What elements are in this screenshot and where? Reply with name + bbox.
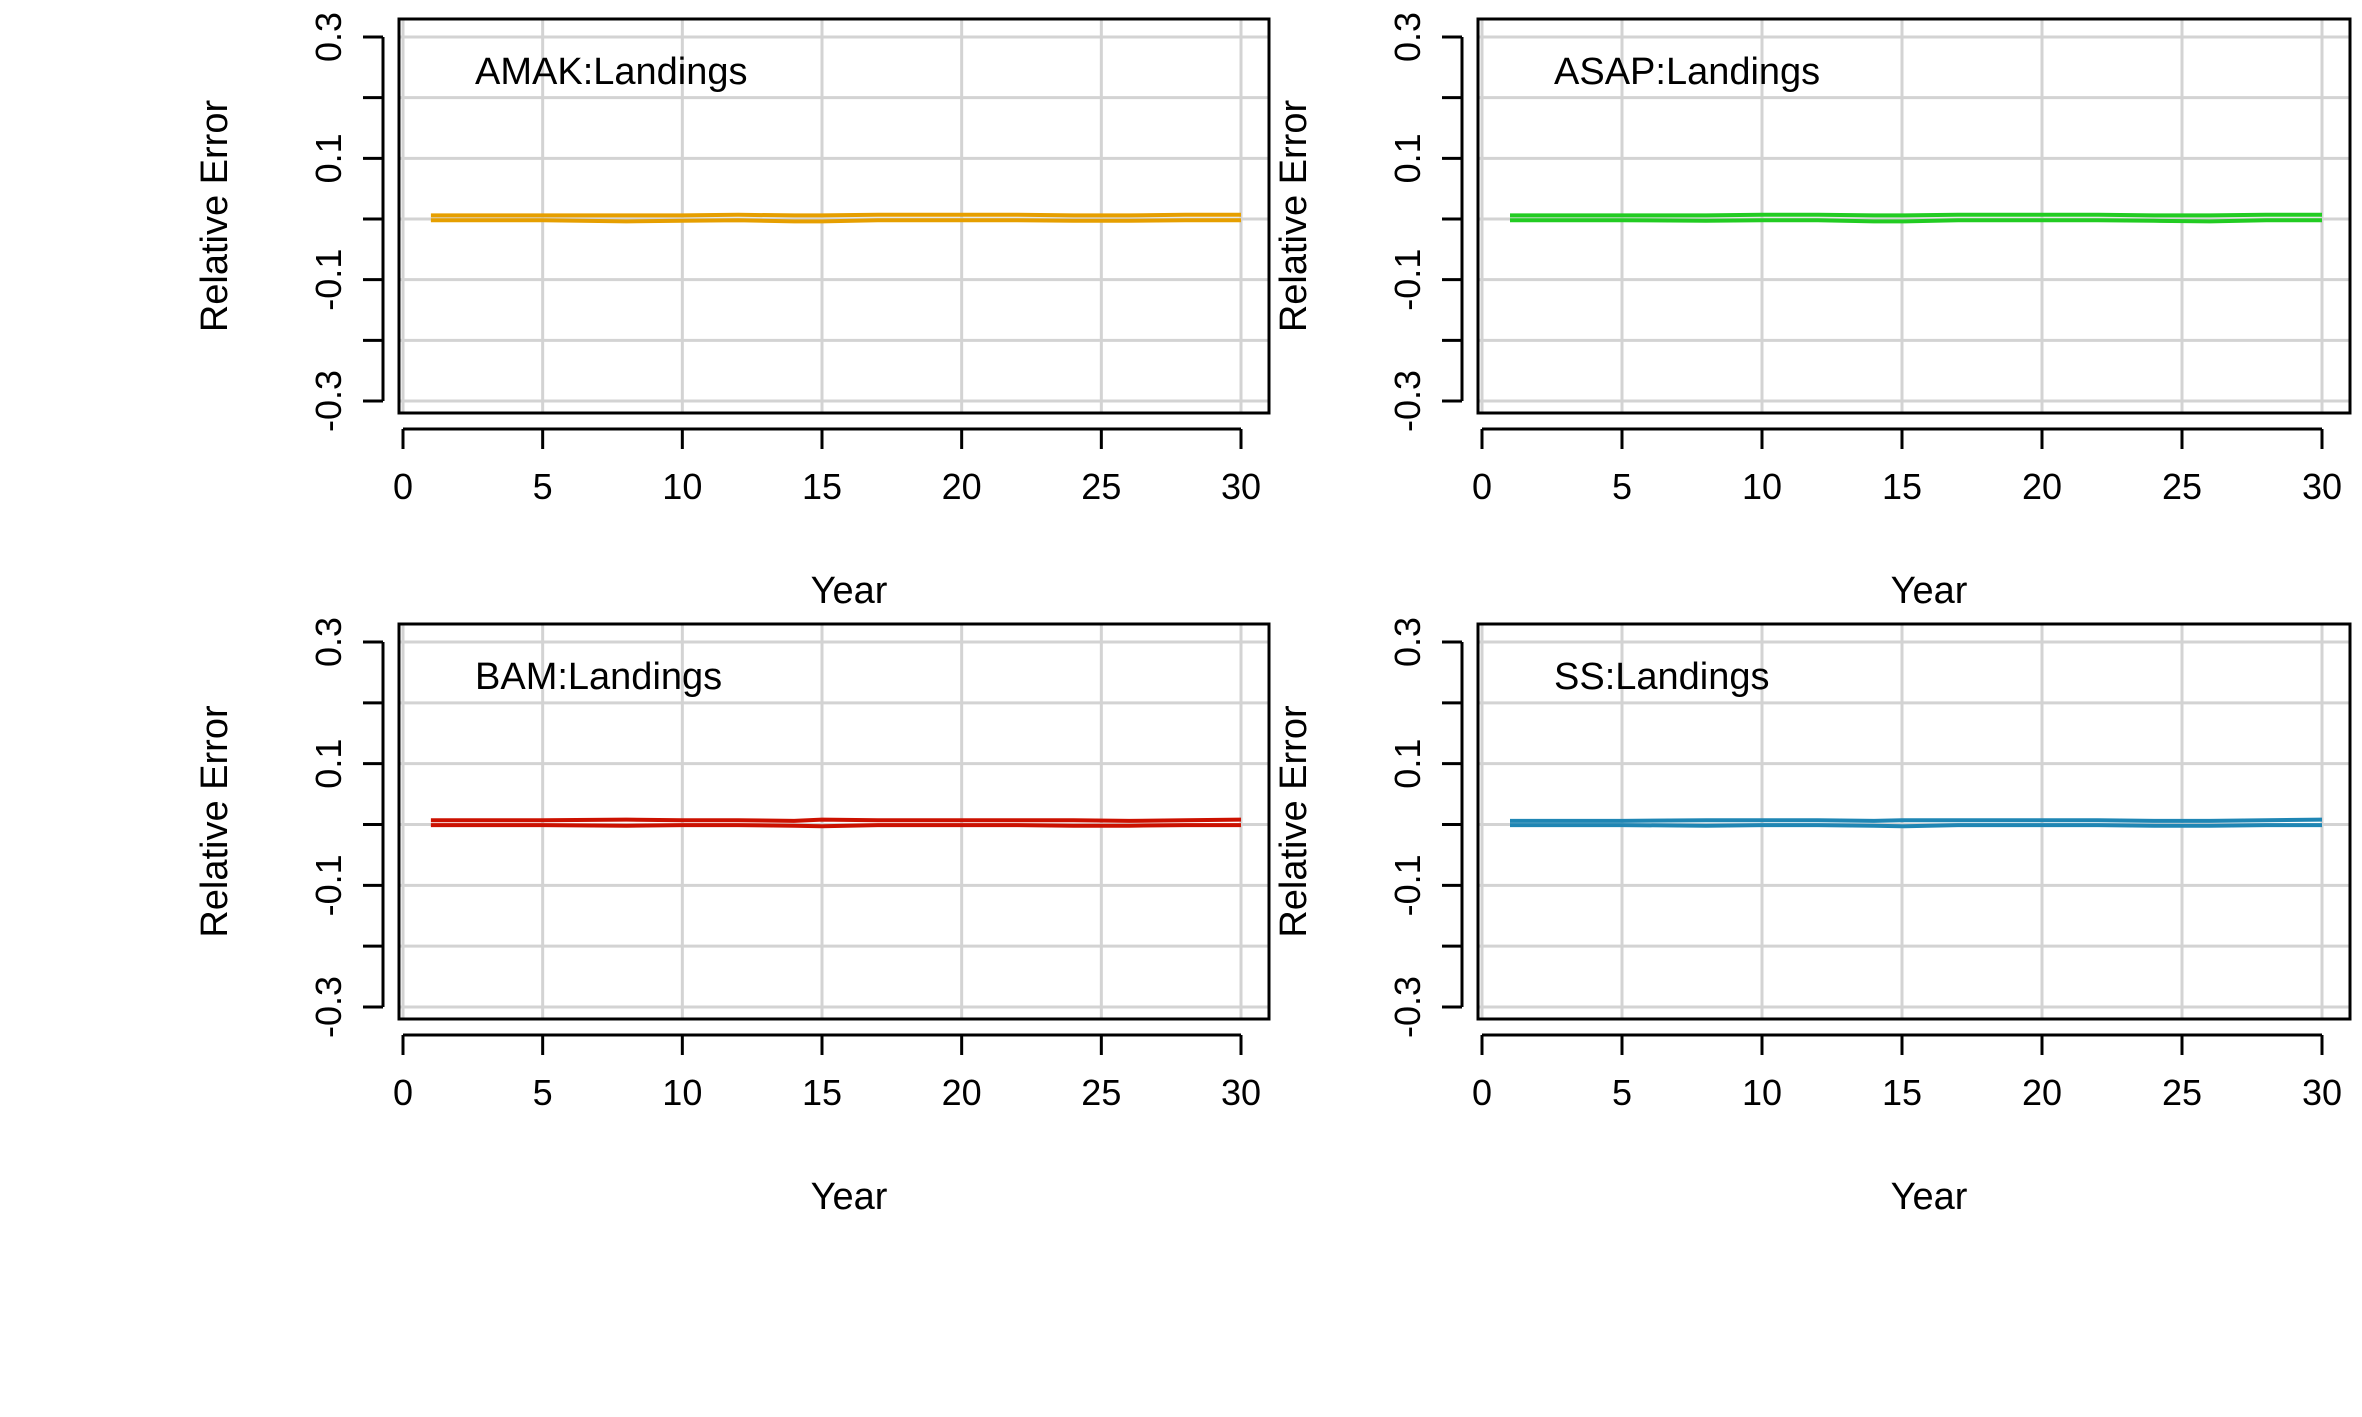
y-axis: -0.3 -0.1 0.1 0.3: [1387, 617, 1464, 1038]
y-axis: -0.3 -0.1 0.1 0.3: [308, 617, 385, 1038]
x-tick-label: 15: [802, 466, 842, 507]
chart-panel-2: 0 5 10 15 20 25 30 Year -0.3 -0.1 0.1 0.3 Relative E…: [194, 617, 1271, 1218]
x-axis-title: Year: [1891, 570, 1968, 612]
x-tick-label: 25: [2162, 1072, 2202, 1113]
panel-title: AMAK:Landings: [475, 51, 748, 93]
plot-frame: [397, 17, 1271, 415]
x-axis: 0 5 10 15 20 25 30: [1472, 1033, 2342, 1113]
x-axis-title: Year: [811, 1176, 888, 1218]
series-line-1: [1510, 823, 2322, 829]
panel-title: SS:Landings: [1554, 656, 1770, 698]
series-line-1: [1510, 218, 2322, 224]
y-tick-label: 0.3: [1387, 12, 1428, 62]
y-tick-label: -0.3: [1387, 370, 1428, 432]
x-tick-label: 0: [393, 466, 413, 507]
y-tick-label: 0.3: [1387, 617, 1428, 667]
y-axis-title: Relative Error: [194, 705, 236, 938]
x-tick-label: 20: [942, 466, 982, 507]
x-axis: 0 5 10 15 20 25 30: [393, 1033, 1261, 1113]
x-tick-label: 25: [1081, 1072, 1121, 1113]
x-tick-label: 30: [2302, 466, 2342, 507]
x-tick-label: 0: [393, 1072, 413, 1113]
y-tick-label: -0.3: [1387, 976, 1428, 1038]
y-tick-label: 0.1: [1387, 133, 1428, 183]
x-tick-label: 0: [1472, 1072, 1492, 1113]
y-tick-label: 0.3: [308, 617, 349, 667]
x-tick-label: 25: [2162, 466, 2202, 507]
y-axis: -0.3 -0.1 0.1 0.3: [1387, 12, 1464, 432]
x-tick-label: 5: [1612, 1072, 1632, 1113]
y-tick-label: -0.3: [308, 976, 349, 1038]
series-line-0: [1510, 817, 2323, 823]
x-tick-label: 5: [1612, 466, 1632, 507]
x-tick-label: 30: [1221, 1072, 1261, 1113]
plot-frame: [1476, 17, 2352, 415]
chart-panel-1: 0 5 10 15 20 25 30 Year -0.3 -0.1 0.1 0.3 Relative E…: [1273, 12, 2352, 612]
y-tick-label: 0.3: [308, 12, 349, 62]
x-tick-label: 20: [942, 1072, 982, 1113]
x-tick-label: 15: [1882, 466, 1922, 507]
x-tick-label: 10: [1742, 1072, 1782, 1113]
x-tick-label: 25: [1081, 466, 1121, 507]
panel-title: BAM:Landings: [475, 656, 722, 698]
y-tick-label: 0.1: [308, 133, 349, 183]
y-tick-label: -0.1: [1387, 249, 1428, 311]
x-tick-label: 10: [662, 466, 702, 507]
x-tick-label: 20: [2022, 1072, 2062, 1113]
series-line-0: [430, 817, 1242, 823]
y-tick-label: 0.1: [308, 739, 349, 789]
x-tick-label: 30: [1221, 466, 1261, 507]
x-axis: 0 5 10 15 20 25 30: [1472, 427, 2342, 507]
x-tick-label: 20: [2022, 466, 2062, 507]
panel-title: ASAP:Landings: [1554, 51, 1820, 93]
y-axis-title: Relative Error: [1273, 705, 1315, 938]
x-tick-label: 5: [533, 466, 553, 507]
chart-panel-3: 0 5 10 15 20 25 30 Year -0.3 -0.1 0.1 0.3 Relative E…: [1273, 617, 2352, 1218]
x-axis-title: Year: [811, 570, 888, 612]
series-line-0: [1510, 212, 2322, 218]
series-line-0: [430, 212, 1241, 218]
y-tick-label: -0.1: [1387, 854, 1428, 916]
y-tick-label: 0.1: [1387, 739, 1428, 789]
series-line-1: [430, 218, 1241, 224]
x-tick-label: 15: [802, 1072, 842, 1113]
y-tick-label: -0.1: [308, 249, 349, 311]
x-axis-title: Year: [1891, 1176, 1968, 1218]
y-tick-label: -0.1: [308, 854, 349, 916]
x-tick-label: 30: [2302, 1072, 2342, 1113]
y-axis-title: Relative Error: [194, 100, 236, 333]
y-axis-title: Relative Error: [1273, 100, 1315, 333]
x-tick-label: 10: [662, 1072, 702, 1113]
y-tick-label: -0.3: [308, 370, 349, 432]
x-tick-label: 5: [533, 1072, 553, 1113]
series-line-1: [430, 823, 1241, 829]
x-tick-label: 0: [1472, 466, 1492, 507]
x-tick-label: 15: [1882, 1072, 1922, 1113]
chart-panel-0: 0 5 10 15 20 25 30 Year -0.3 -0.1 0.1 0.3 Relative E…: [194, 12, 1271, 612]
y-axis: -0.3 -0.1 0.1 0.3: [308, 12, 385, 432]
plot-frame: [1476, 622, 2352, 1021]
x-axis: 0 5 10 15 20 25 30: [393, 427, 1261, 507]
plot-frame: [397, 622, 1271, 1021]
x-tick-label: 10: [1742, 466, 1782, 507]
